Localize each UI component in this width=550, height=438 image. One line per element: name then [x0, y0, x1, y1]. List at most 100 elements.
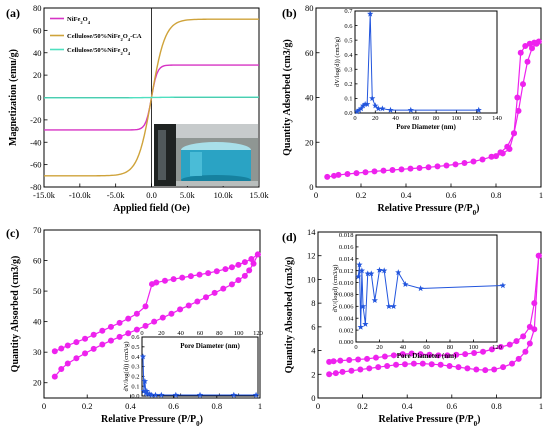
- adsorption-point: [362, 169, 369, 176]
- adsorption-point: [185, 302, 192, 309]
- desorption-point: [82, 335, 89, 342]
- x-tick-label: 60: [413, 115, 420, 122]
- adsorption-point: [211, 289, 218, 296]
- adsorption-point: [443, 162, 450, 169]
- adsorption-point: [410, 360, 417, 367]
- x-tick-label: 20: [376, 344, 383, 351]
- inset-d: 0 20 40 60 80 100 120 0.000 0.002 0.004 0.006 0.008…: [332, 232, 507, 360]
- y-tick-label: 0.002: [339, 327, 354, 334]
- desorption-point: [408, 350, 415, 357]
- desorption-point: [526, 323, 533, 330]
- y-tick-label: 80: [33, 3, 42, 13]
- adsorption-point: [326, 371, 333, 378]
- y-tick-label: 0.008: [339, 292, 354, 299]
- y-tick-label: 0.0: [344, 110, 352, 117]
- panel-label: (b): [282, 6, 297, 20]
- x-axis-label: Relative Pressure (P/P0): [379, 414, 481, 428]
- adsorption-point: [220, 285, 227, 292]
- desorption-point: [426, 351, 433, 358]
- desorption-point: [179, 274, 186, 281]
- adsorption-point: [332, 370, 339, 377]
- adsorption-point: [142, 322, 149, 329]
- adsorption-point: [353, 170, 360, 177]
- y-tick-label: 0.000: [339, 339, 354, 346]
- y-tick-label: 80: [305, 3, 314, 13]
- adsorption-point: [133, 326, 140, 333]
- desorption-point: [444, 352, 451, 359]
- inset-y-label: dV/log(d)) (cm3/g): [123, 341, 130, 391]
- legend-entry: Cellulose/50%NiFe2O4-CA: [67, 33, 142, 42]
- series-line: [44, 96, 259, 99]
- inset-x-label: Pore Diameter (nm): [180, 342, 240, 350]
- inset-point: [407, 106, 414, 113]
- inset-point: [359, 303, 367, 309]
- inset-point: [364, 270, 371, 277]
- desorption-point: [399, 351, 406, 358]
- x-axis-label: Relative Pressure (P/P0): [378, 203, 480, 217]
- x-tick-label: 0: [354, 344, 357, 351]
- y-tick-label: 0.4: [131, 354, 140, 361]
- desorption-point: [520, 333, 527, 340]
- y-tick-label: -40: [30, 137, 41, 147]
- inset-point: [359, 102, 367, 109]
- adsorption-point: [380, 167, 387, 174]
- adsorption-point: [64, 360, 71, 367]
- y-tick-label: 40: [33, 317, 42, 327]
- inset-point: [358, 267, 366, 274]
- adsorption-point: [250, 260, 257, 267]
- inset-x-label: Pore Diameter (nm): [396, 123, 456, 131]
- adsorption-point: [437, 361, 444, 368]
- desorption-point: [513, 338, 520, 345]
- y-tick-label: 0.018: [339, 232, 354, 239]
- desorption-point: [337, 357, 344, 364]
- adsorption-point: [401, 361, 408, 368]
- adsorption-point: [228, 281, 235, 288]
- adsorption-point: [107, 337, 114, 344]
- inset-point: [140, 387, 148, 394]
- desorption-point: [196, 271, 203, 278]
- x-tick-label: 0.6: [446, 190, 457, 200]
- adsorption-point: [464, 365, 471, 372]
- x-tick-label: 0: [42, 401, 46, 411]
- inset-x-label: Pore Diameter (nm): [397, 352, 457, 360]
- x-tick-label: 5.0k: [180, 190, 196, 200]
- inset-point: [148, 391, 155, 398]
- x-tick-label: 1: [539, 401, 543, 411]
- desorption-point: [453, 351, 460, 358]
- desorption-point: [116, 319, 123, 326]
- desorption-point: [228, 264, 235, 271]
- inset-point: [143, 387, 150, 394]
- inset-point: [390, 303, 397, 309]
- adsorption-point: [470, 158, 477, 165]
- inset-point: [387, 106, 394, 113]
- y-tick-label: 0.5: [131, 344, 139, 351]
- x-tick-label: 60: [423, 344, 430, 351]
- inset-point: [172, 391, 179, 398]
- y-tick-label: 0: [309, 182, 313, 192]
- inset-y-label: dV/log(d)) (cm3/g): [334, 37, 341, 87]
- adsorption-point: [51, 373, 58, 380]
- x-tick-label: 60: [197, 330, 204, 337]
- inset-point: [475, 106, 482, 113]
- plot-frame: [354, 10, 498, 114]
- x-tick-label: 140: [492, 115, 502, 122]
- adsorption-point: [366, 365, 373, 372]
- x-tick-label: 0: [353, 115, 356, 122]
- y-tick-label: -60: [30, 160, 41, 170]
- inset-point: [371, 297, 378, 304]
- inset-point: [395, 269, 402, 276]
- y-tick-label: 4: [311, 346, 316, 356]
- x-tick-label: 80: [433, 115, 440, 122]
- desorption-point: [222, 266, 229, 273]
- x-tick-label: 1: [258, 401, 262, 411]
- adsorption-point: [235, 277, 242, 284]
- y-tick-label: 0.7: [344, 8, 353, 15]
- adsorption-point: [393, 361, 400, 368]
- y-tick-label: 0.010: [339, 280, 354, 287]
- desorption-point: [326, 358, 333, 365]
- inset-point: [372, 102, 379, 109]
- x-tick-label: 0.4: [401, 190, 412, 200]
- y-tick-label: 60: [33, 25, 42, 35]
- inset-point: [357, 323, 364, 330]
